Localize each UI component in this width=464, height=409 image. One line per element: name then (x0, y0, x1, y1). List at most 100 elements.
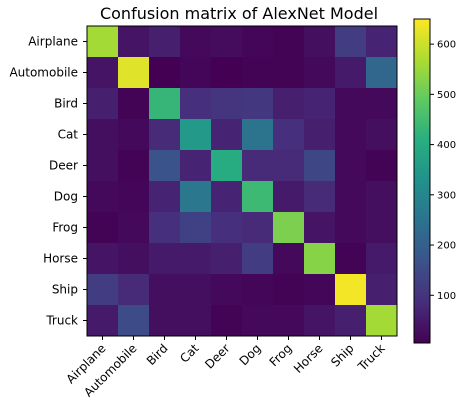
x-tick-label: Frog (267, 341, 295, 369)
heatmap-cell (180, 181, 212, 213)
heatmap-cell (87, 26, 119, 58)
x-tick-label: Bird (144, 341, 171, 368)
heatmap-cell (149, 212, 181, 244)
x-tick-label: Truck (355, 341, 388, 374)
heatmap-cell (180, 305, 212, 337)
heatmap-cell (304, 119, 336, 151)
heatmap-cell (211, 150, 243, 182)
heatmap-cell (366, 243, 398, 275)
heatmap-cell (180, 274, 212, 306)
heatmap-cell (273, 305, 305, 337)
heatmap-cells (87, 26, 398, 337)
heatmap-cell (335, 212, 367, 244)
heatmap-cell (211, 119, 243, 151)
colorbar-axis: 100 200 300 400 500 600 (430, 40, 456, 302)
x-tick-label: Deer (202, 341, 232, 371)
heatmap-cell (335, 243, 367, 275)
x-tick-label: Ship (328, 341, 356, 369)
heatmap-cell (242, 119, 274, 151)
heatmap-cell (273, 26, 305, 58)
y-tick-label: Airplane (28, 35, 78, 49)
plot-frame (86, 25, 398, 337)
heatmap-cell (180, 243, 212, 275)
colorbar-tick-label: 100 (437, 291, 456, 302)
heatmap-cell (87, 88, 119, 120)
y-tick-label: Truck (45, 314, 78, 328)
heatmap-cell (335, 305, 367, 337)
y-axis: Airplane Automobile Bird Cat Deer Dog Frog Hors… (9, 35, 87, 328)
heatmap-cell (118, 150, 150, 182)
heatmap-cell (118, 212, 150, 244)
colorbar-tick-label: 400 (437, 140, 456, 151)
heatmap-cell (335, 26, 367, 58)
heatmap-cell (149, 26, 181, 58)
heatmap-cell (180, 150, 212, 182)
heatmap-cell (149, 150, 181, 182)
y-tick-label: Ship (52, 283, 78, 297)
heatmap-cell (366, 119, 398, 151)
heatmap-cell (149, 305, 181, 337)
heatmap-cell (211, 243, 243, 275)
heatmap-cell (304, 26, 336, 58)
heatmap-cell (366, 57, 398, 89)
heatmap-cell (149, 274, 181, 306)
heatmap-cell (149, 88, 181, 120)
heatmap-cell (211, 305, 243, 337)
y-tick-label: Horse (43, 252, 78, 266)
heatmap-cell (87, 274, 119, 306)
heatmap-cell (304, 150, 336, 182)
colorbar-tick-label: 500 (437, 90, 456, 101)
heatmap-cell (180, 212, 212, 244)
heatmap-cell (118, 181, 150, 213)
heatmap-cell (304, 181, 336, 213)
heatmap-cell (87, 212, 119, 244)
heatmap-cell (180, 26, 212, 58)
heatmap-cell (118, 305, 150, 337)
y-tick-label: Deer (49, 159, 78, 173)
x-tick-label: Cat (177, 341, 202, 366)
heatmap-cell (87, 305, 119, 337)
heatmap-cell (242, 88, 274, 120)
heatmap-cell (87, 181, 119, 213)
heatmap-cell (87, 119, 119, 151)
colorbar-tick-label: 200 (437, 241, 456, 252)
heatmap-cell (149, 57, 181, 89)
heatmap-cell (211, 274, 243, 306)
heatmap-cell (242, 305, 274, 337)
heatmap-cell (273, 88, 305, 120)
heatmap-cell (242, 181, 274, 213)
heatmap-cell (211, 88, 243, 120)
heatmap-cell (273, 57, 305, 89)
heatmap-cell (87, 57, 119, 89)
y-tick-label: Dog (54, 190, 78, 204)
y-tick-label: Frog (52, 221, 78, 235)
heatmap-cell (118, 26, 150, 58)
heatmap-cell (211, 57, 243, 89)
heatmap-cell (87, 150, 119, 182)
heatmap-cell (366, 181, 398, 213)
heatmap-cell (304, 57, 336, 89)
heatmap-cell (242, 26, 274, 58)
colorbar-tick-label: 600 (437, 40, 456, 51)
heatmap-cell (304, 88, 336, 120)
heatmap-cell (180, 119, 212, 151)
heatmap-cell (118, 274, 150, 306)
heatmap-cell (335, 88, 367, 120)
heatmap-cell (366, 212, 398, 244)
heatmap-cell (304, 274, 336, 306)
heatmap-cell (211, 181, 243, 213)
heatmap-cell (366, 305, 398, 337)
heatmap-cell (273, 150, 305, 182)
heatmap-cell (273, 181, 305, 213)
colorbar-tick-label: 300 (437, 190, 456, 201)
heatmap-cell (180, 57, 212, 89)
y-tick-label: Automobile (9, 66, 78, 80)
heatmap-cell (118, 119, 150, 151)
heatmap-cell (149, 243, 181, 275)
heatmap-cell (366, 26, 398, 58)
heatmap-cell (304, 305, 336, 337)
x-tick-label: Dog (237, 341, 264, 368)
heatmap-cell (366, 88, 398, 120)
